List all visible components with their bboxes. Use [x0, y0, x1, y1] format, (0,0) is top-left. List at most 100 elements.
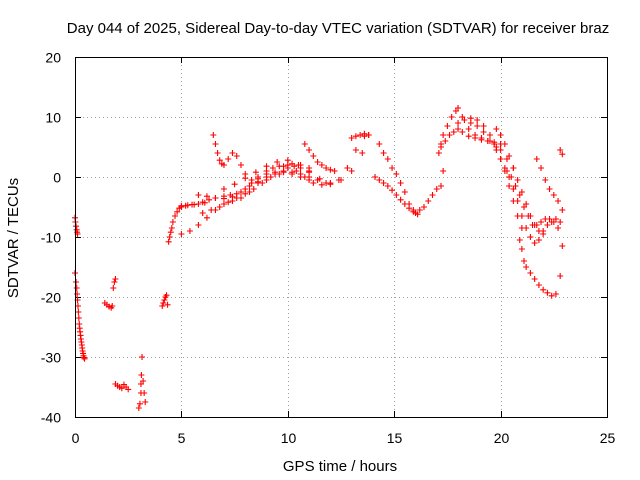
data-point	[250, 186, 257, 192]
data-point	[433, 186, 440, 192]
data-point	[199, 210, 206, 216]
data-point	[552, 291, 559, 297]
data-point	[164, 301, 171, 308]
data-point	[310, 153, 317, 159]
y-tick-label: 10	[45, 110, 61, 126]
data-point	[135, 405, 142, 411]
data-point	[538, 165, 545, 171]
data-point	[429, 192, 436, 198]
data-point	[269, 165, 276, 171]
data-point	[206, 196, 213, 203]
data-point	[118, 385, 125, 392]
data-point	[525, 213, 532, 219]
data-point	[229, 193, 236, 200]
data-point	[533, 156, 540, 162]
data-point	[231, 181, 238, 188]
data-point	[401, 189, 408, 195]
data-point	[233, 153, 240, 159]
data-point	[323, 165, 330, 171]
data-point	[559, 151, 566, 158]
x-tick-label: 15	[387, 430, 403, 446]
data-point	[533, 222, 540, 228]
data-point	[284, 157, 291, 164]
data-point	[474, 117, 481, 123]
data-point	[352, 133, 359, 140]
data-point	[435, 150, 442, 156]
data-point	[506, 183, 513, 189]
data-point	[474, 123, 481, 129]
data-point	[214, 150, 221, 156]
data-point	[274, 159, 281, 165]
data-point	[255, 178, 262, 185]
data-point	[472, 135, 479, 141]
data-point	[393, 171, 400, 177]
x-tick-label: 10	[281, 430, 297, 446]
chart-title: Day 044 of 2025, Sidereal Day-to-day VTE…	[67, 20, 609, 37]
series-band-c	[195, 168, 330, 202]
data-point	[555, 225, 562, 231]
data-point	[225, 199, 232, 206]
data-point	[166, 234, 173, 240]
data-point	[174, 208, 181, 215]
data-point	[550, 219, 557, 225]
data-point	[73, 279, 80, 285]
data-point	[397, 180, 404, 186]
data-point	[125, 386, 132, 393]
data-point	[195, 222, 202, 228]
data-point	[444, 123, 451, 129]
series-segment-18.5h	[455, 115, 525, 231]
data-point	[289, 169, 296, 176]
data-point	[521, 204, 528, 210]
series-cluster-2.2h	[112, 381, 132, 393]
data-point	[493, 126, 500, 132]
data-point	[384, 156, 391, 162]
data-point	[338, 177, 344, 183]
x-tick-label: 20	[494, 430, 510, 446]
data-point	[248, 177, 255, 183]
data-point	[518, 246, 525, 252]
data-point	[212, 141, 219, 147]
data-point	[455, 120, 462, 126]
data-point	[184, 202, 191, 209]
data-point	[531, 276, 538, 282]
data-point	[212, 195, 219, 201]
data-point	[139, 354, 146, 360]
data-point	[357, 132, 364, 138]
series-early-drop	[72, 214, 81, 237]
data-point	[348, 135, 355, 141]
data-point	[203, 214, 210, 221]
series-segment-16h	[412, 183, 445, 216]
data-point	[301, 141, 308, 147]
series-cluster-4.2h	[159, 292, 171, 309]
data-point	[159, 303, 166, 309]
data-point	[478, 136, 485, 143]
data-point	[559, 207, 566, 213]
data-point	[246, 189, 253, 195]
data-point	[480, 129, 487, 135]
data-point	[306, 147, 313, 153]
data-point	[316, 175, 323, 182]
data-point	[546, 216, 553, 222]
data-point	[208, 207, 215, 213]
data-point	[542, 177, 549, 183]
data-point	[503, 168, 510, 174]
data-point	[450, 129, 457, 135]
series-segment-14.4h	[376, 141, 417, 213]
data-point	[544, 222, 551, 228]
data-point	[242, 175, 249, 182]
data-point	[297, 171, 304, 177]
series-segment-17.8h	[438, 126, 517, 171]
data-point	[81, 355, 88, 362]
data-point	[301, 174, 308, 180]
data-point	[516, 192, 523, 198]
data-point	[459, 129, 466, 135]
data-point	[331, 168, 338, 174]
y-tick-label: 20	[45, 50, 61, 66]
data-point	[220, 201, 227, 207]
data-point	[195, 201, 202, 207]
data-point	[497, 132, 504, 138]
y-tick-label: -30	[41, 350, 61, 366]
data-point	[406, 205, 413, 212]
data-point	[73, 223, 80, 230]
